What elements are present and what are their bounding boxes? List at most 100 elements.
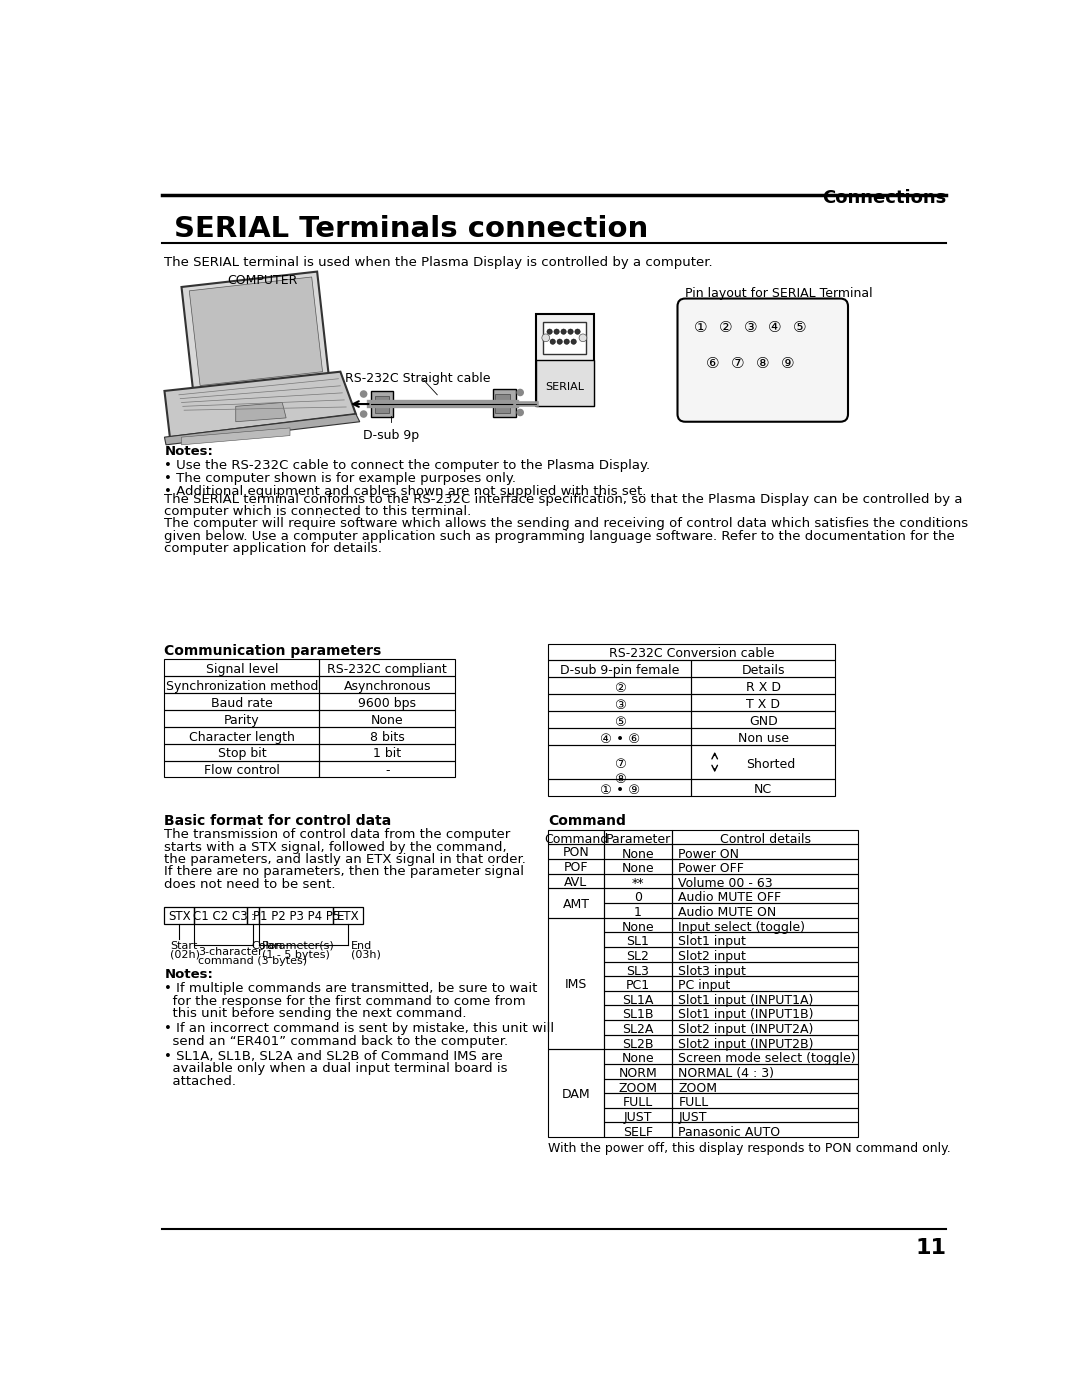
Bar [375, 395, 389, 412]
Bar [691, 694, 835, 711]
Bar [320, 693, 455, 710]
Text: Command: Command [548, 814, 626, 828]
Text: 1: 1 [634, 907, 642, 919]
Text: SERIAL: SERIAL [544, 383, 584, 393]
Bar [672, 844, 859, 859]
Text: FULL: FULL [678, 1097, 708, 1109]
Bar [604, 1065, 672, 1078]
Bar [548, 830, 604, 844]
Text: 9600 bps: 9600 bps [359, 697, 416, 710]
Text: for the response for the first command to come from: for the response for the first command t… [164, 995, 526, 1007]
FancyBboxPatch shape [677, 299, 848, 422]
Text: Slot2 input (INPUT2B): Slot2 input (INPUT2B) [678, 1038, 813, 1051]
Text: End: End [351, 940, 373, 951]
Text: ⑦
⑧: ⑦ ⑧ [613, 759, 625, 787]
Bar [548, 728, 691, 745]
Circle shape [564, 339, 569, 344]
Bar [548, 780, 691, 796]
Text: • If multiple commands are transmitted, be sure to wait: • If multiple commands are transmitted, … [164, 982, 538, 995]
Bar [672, 947, 859, 961]
Bar [604, 830, 672, 844]
Text: The computer will require software which allows the sending and receiving of con: The computer will require software which… [164, 517, 969, 531]
Text: Start: Start [170, 940, 198, 951]
Bar [604, 888, 672, 902]
Text: available only when a dual input terminal board is: available only when a dual input termina… [164, 1062, 508, 1076]
Circle shape [517, 409, 524, 415]
Text: (02h): (02h) [170, 950, 200, 960]
Bar [672, 1065, 859, 1078]
Text: Stop bit: Stop bit [218, 747, 267, 760]
Text: ⑧: ⑧ [756, 356, 770, 372]
Bar [604, 947, 672, 961]
Bar [672, 902, 859, 918]
Text: Input select (toggle): Input select (toggle) [678, 921, 806, 933]
Circle shape [546, 328, 552, 334]
Text: AVL: AVL [565, 876, 588, 888]
Text: computer application for details.: computer application for details. [164, 542, 382, 555]
Bar [672, 932, 859, 947]
Bar [604, 844, 672, 859]
Bar [548, 844, 604, 859]
Circle shape [568, 328, 573, 334]
Bar [672, 961, 859, 977]
Text: SL1: SL1 [626, 936, 649, 949]
Bar [672, 1108, 859, 1122]
Text: Panasonic AUTO: Panasonic AUTO [678, 1126, 781, 1139]
Text: ④ • ⑥: ④ • ⑥ [599, 733, 639, 746]
Text: SL2B: SL2B [622, 1038, 653, 1051]
Text: FULL: FULL [623, 1097, 653, 1109]
Text: Audio MUTE OFF: Audio MUTE OFF [678, 891, 782, 904]
Text: Synchronization method: Synchronization method [165, 680, 319, 693]
Bar [548, 745, 691, 780]
Text: 8 bits: 8 bits [369, 731, 405, 743]
Bar [548, 918, 604, 1049]
Text: Asynchronous: Asynchronous [343, 680, 431, 693]
Circle shape [550, 339, 555, 344]
Text: 0: 0 [634, 891, 642, 904]
Polygon shape [164, 372, 356, 437]
Text: ⑥: ⑥ [706, 356, 720, 372]
Polygon shape [164, 414, 360, 444]
Bar [672, 1049, 859, 1065]
Bar [604, 961, 672, 977]
Bar [604, 1122, 672, 1137]
Text: Power ON: Power ON [678, 848, 740, 861]
Bar [672, 990, 859, 1006]
Text: ① • ⑨: ① • ⑨ [599, 784, 639, 796]
Text: Notes:: Notes: [164, 444, 214, 458]
Circle shape [361, 411, 367, 418]
Text: Notes:: Notes: [164, 968, 214, 982]
Text: NORM: NORM [619, 1067, 658, 1080]
Text: Slot2 input: Slot2 input [678, 950, 746, 963]
Text: C1 C2 C3: C1 C2 C3 [193, 909, 247, 923]
Bar [672, 918, 859, 932]
Text: Pin layout for SERIAL Terminal: Pin layout for SERIAL Terminal [685, 286, 873, 300]
Text: With the power off, this display responds to PON command only.: With the power off, this display respond… [548, 1141, 950, 1155]
Text: attached.: attached. [164, 1074, 237, 1088]
Bar [543, 321, 586, 353]
Text: send an “ER401” command back to the computer.: send an “ER401” command back to the comp… [164, 1035, 509, 1048]
Bar [691, 678, 835, 694]
Bar [604, 1006, 672, 1020]
Text: Slot1 input: Slot1 input [678, 936, 746, 949]
Text: PC1: PC1 [626, 979, 650, 992]
Bar [604, 1078, 672, 1094]
Bar [164, 693, 320, 710]
Text: Command: Command [544, 833, 608, 847]
Bar [548, 873, 604, 888]
Text: Colon: Colon [252, 940, 283, 951]
Bar [691, 780, 835, 796]
Text: None: None [622, 862, 654, 875]
Bar [164, 907, 194, 923]
Text: JUST: JUST [678, 1111, 706, 1125]
Bar [672, 830, 859, 844]
Text: ④: ④ [768, 320, 782, 335]
Text: Non use: Non use [738, 732, 788, 745]
Bar [548, 694, 691, 711]
Text: the parameters, and lastly an ETX signal in that order.: the parameters, and lastly an ETX signal… [164, 854, 526, 866]
Text: this unit before sending the next command.: this unit before sending the next comman… [164, 1007, 467, 1020]
Text: SL2: SL2 [626, 950, 649, 963]
Bar [494, 390, 516, 418]
Text: R X D: R X D [745, 682, 781, 694]
Text: given below. Use a computer application such as programming language software. R: given below. Use a computer application … [164, 529, 955, 542]
